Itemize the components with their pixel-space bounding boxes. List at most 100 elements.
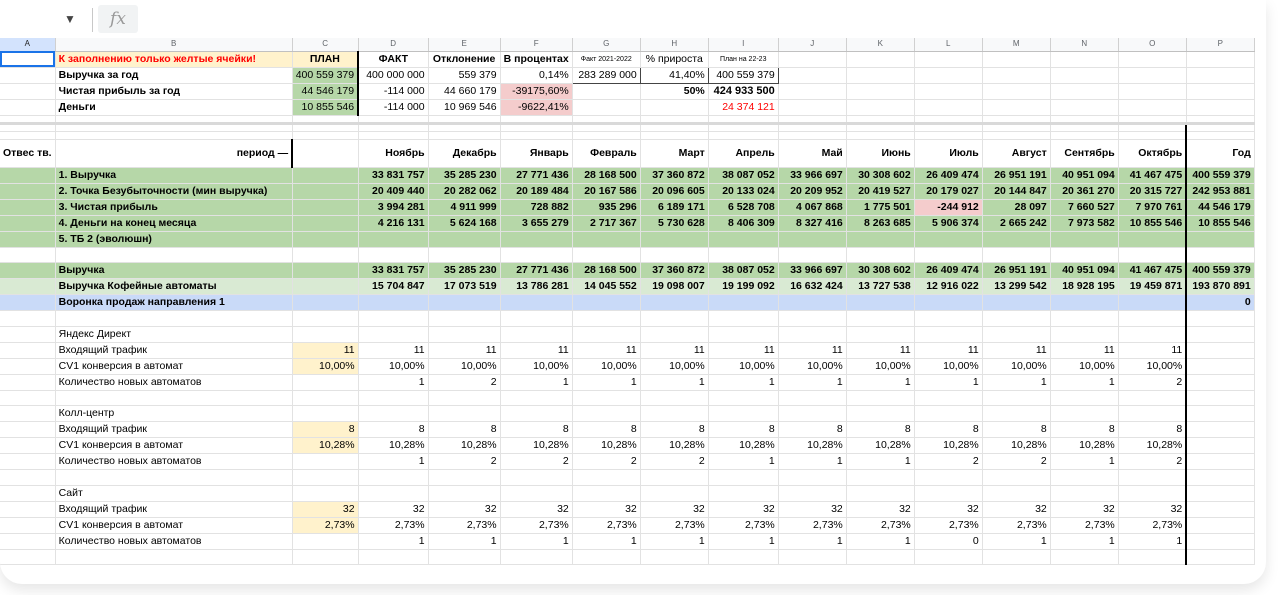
cell[interactable]: 4 911 999: [428, 199, 501, 216]
cell[interactable]: Входящий трафик: [55, 501, 293, 518]
cell[interactable]: [1185, 533, 1255, 550]
cell[interactable]: [55, 247, 293, 263]
cell[interactable]: [1185, 421, 1255, 438]
cell[interactable]: [846, 83, 915, 100]
cell[interactable]: [640, 99, 709, 116]
name-box-dropdown-icon[interactable]: ▼: [64, 12, 76, 26]
cell[interactable]: [640, 405, 709, 422]
cell[interactable]: 400 559 379: [707, 66, 779, 84]
cell[interactable]: 11: [982, 342, 1051, 359]
cell[interactable]: 2: [914, 453, 983, 470]
cell[interactable]: 8 263 685: [846, 215, 915, 232]
cell[interactable]: % прироста: [640, 51, 709, 68]
cell[interactable]: 17 073 519: [428, 278, 501, 295]
cell[interactable]: [55, 131, 293, 140]
cell[interactable]: ФАКТ: [357, 51, 429, 68]
cell[interactable]: 10,28%: [846, 437, 915, 454]
cell[interactable]: 10,00%: [1050, 358, 1119, 375]
cell[interactable]: [640, 115, 709, 125]
cell[interactable]: [292, 278, 359, 295]
cell[interactable]: 8 406 309: [708, 215, 779, 232]
cell[interactable]: 2. Точка Безубыточности (мин выручка): [55, 183, 293, 200]
cell[interactable]: 2: [572, 453, 641, 470]
cell[interactable]: [428, 115, 501, 125]
cell[interactable]: [846, 326, 915, 343]
cell[interactable]: 26 951 191: [982, 167, 1051, 184]
cell[interactable]: 5 624 168: [428, 215, 501, 232]
cell[interactable]: [292, 183, 359, 200]
cell[interactable]: 41,40%: [639, 66, 709, 84]
cell[interactable]: 32: [1118, 501, 1187, 518]
cell[interactable]: [292, 294, 359, 311]
cell[interactable]: [640, 326, 709, 343]
cell[interactable]: [1050, 51, 1119, 68]
cell[interactable]: 3. Чистая прибыль: [55, 199, 293, 216]
cell[interactable]: [500, 310, 573, 327]
cell[interactable]: [292, 310, 359, 327]
cell[interactable]: [1050, 469, 1119, 486]
cell[interactable]: [778, 131, 847, 140]
cell[interactable]: 1. Выручка: [55, 167, 293, 184]
cell[interactable]: В процентах: [500, 51, 573, 68]
cell[interactable]: [572, 549, 641, 565]
cell[interactable]: 32: [292, 501, 359, 518]
cell[interactable]: [982, 83, 1051, 100]
cell[interactable]: Год: [1185, 139, 1255, 168]
cell[interactable]: 193 870 891: [1185, 278, 1255, 295]
cell[interactable]: [1118, 123, 1187, 132]
cell[interactable]: 10,00%: [708, 358, 779, 375]
cell[interactable]: 2,73%: [708, 517, 779, 534]
cell[interactable]: [292, 390, 359, 406]
cell[interactable]: [708, 131, 779, 140]
cell[interactable]: 2 717 367: [572, 215, 641, 232]
cell[interactable]: 1: [428, 533, 501, 550]
cell[interactable]: [358, 294, 429, 311]
cell[interactable]: 32: [572, 501, 641, 518]
cell[interactable]: 13 727 538: [846, 278, 915, 295]
cell[interactable]: [55, 123, 293, 132]
cell[interactable]: 2,73%: [358, 517, 429, 534]
cell[interactable]: Количество новых автоматов: [55, 533, 293, 550]
cell[interactable]: 1: [500, 374, 573, 391]
cell[interactable]: [292, 215, 359, 232]
cell[interactable]: 8: [358, 421, 429, 438]
cell[interactable]: [500, 326, 573, 343]
cell[interactable]: 1: [358, 374, 429, 391]
cell[interactable]: [572, 485, 641, 502]
cell[interactable]: 283 289 000: [571, 66, 641, 84]
cell[interactable]: -114 000: [357, 99, 429, 116]
cell[interactable]: [1050, 123, 1119, 132]
cell[interactable]: 8: [914, 421, 983, 438]
cell[interactable]: [846, 390, 915, 406]
cell[interactable]: [572, 115, 641, 125]
cell[interactable]: Июль: [914, 139, 983, 168]
cell[interactable]: 1: [846, 374, 915, 391]
cell[interactable]: [1050, 294, 1119, 311]
cell[interactable]: [500, 294, 573, 311]
cell[interactable]: 30 308 602: [846, 167, 915, 184]
cell[interactable]: Чистая прибыль за год: [55, 83, 293, 100]
cell[interactable]: [1118, 405, 1187, 422]
cell[interactable]: 400 000 000: [357, 67, 429, 84]
cell[interactable]: [0, 83, 56, 100]
cell[interactable]: Отвес тв.: [0, 139, 56, 168]
cell[interactable]: 10,00%: [428, 358, 501, 375]
cell[interactable]: [572, 123, 641, 132]
cell[interactable]: [55, 310, 293, 327]
cell[interactable]: [1118, 83, 1187, 100]
cell[interactable]: [0, 183, 56, 200]
column-header-j[interactable]: J: [778, 38, 847, 52]
cell[interactable]: 33 831 757: [358, 262, 429, 279]
cell[interactable]: 4 216 131: [358, 215, 429, 232]
cell[interactable]: 28 168 500: [572, 167, 641, 184]
cell[interactable]: 8: [846, 421, 915, 438]
cell[interactable]: 20 167 586: [572, 183, 641, 200]
cell[interactable]: [982, 99, 1051, 116]
cell[interactable]: [358, 123, 429, 132]
cell[interactable]: 1: [708, 453, 779, 470]
cell[interactable]: [914, 67, 983, 84]
cell[interactable]: [640, 131, 709, 140]
cell[interactable]: [358, 231, 429, 248]
cell[interactable]: [1050, 99, 1119, 116]
cell[interactable]: 8: [640, 421, 709, 438]
